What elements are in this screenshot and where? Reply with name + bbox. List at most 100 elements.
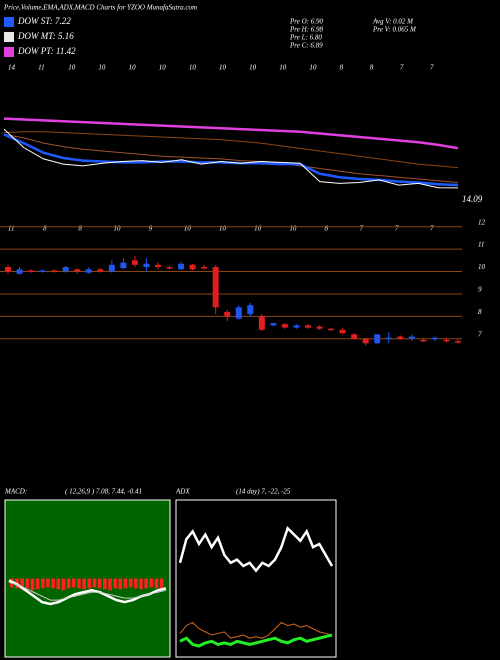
top-label: 9 bbox=[149, 225, 153, 233]
legend-swatch bbox=[4, 47, 14, 57]
stat: Pre O: 6.90 bbox=[289, 18, 323, 26]
candle-body bbox=[397, 336, 404, 339]
candle-body bbox=[443, 339, 450, 342]
candle-body bbox=[143, 263, 150, 268]
top-label: 10 bbox=[184, 225, 192, 233]
candle-body bbox=[97, 269, 104, 272]
histogram-bar bbox=[46, 578, 50, 588]
top-label: 10 bbox=[254, 225, 262, 233]
panel bbox=[175, 499, 337, 658]
top-label: 10 bbox=[189, 64, 197, 72]
histogram-bar bbox=[20, 578, 24, 590]
top-label: 7 bbox=[400, 64, 404, 72]
panel-subtitle: (14 day) 7, -22, -25 bbox=[236, 488, 291, 496]
volume-stat: Pre V: 0.065 M bbox=[372, 26, 417, 34]
candle-body bbox=[189, 264, 196, 270]
candle-body bbox=[258, 316, 265, 330]
histogram-bar bbox=[97, 578, 102, 589]
top-label: 10 bbox=[309, 64, 317, 72]
candle-body bbox=[455, 341, 461, 343]
top-label: 10 bbox=[249, 64, 257, 72]
price-annotation: 14.09 bbox=[462, 194, 483, 204]
histogram-bar bbox=[87, 578, 92, 589]
line-series bbox=[8, 581, 167, 601]
candle-body bbox=[51, 270, 58, 272]
panel-title: MACD: bbox=[4, 488, 27, 496]
histogram-bar bbox=[159, 578, 164, 590]
candle-body bbox=[74, 269, 81, 272]
histogram-bar bbox=[77, 578, 81, 589]
line-series bbox=[3, 133, 459, 183]
candle-body bbox=[408, 336, 415, 339]
top-label: 7 bbox=[430, 64, 434, 72]
histogram-bar bbox=[103, 578, 107, 590]
candle-body bbox=[39, 270, 46, 272]
y-tick-label: 10 bbox=[478, 263, 486, 271]
histogram-bar bbox=[123, 578, 128, 589]
histogram-bar bbox=[51, 578, 55, 589]
histogram-bar bbox=[149, 578, 154, 588]
top-label: 10 bbox=[98, 64, 106, 72]
candle-body bbox=[212, 267, 219, 308]
candle-body bbox=[328, 328, 335, 331]
stat: Pre C: 6.89 bbox=[289, 42, 323, 50]
legend-swatch bbox=[4, 32, 14, 42]
top-label: 8 bbox=[370, 64, 374, 72]
histogram-bar bbox=[41, 578, 45, 589]
candle-body bbox=[431, 337, 438, 340]
volume-stat: Avg V: 0.02 M bbox=[372, 18, 414, 26]
top-label: 10 bbox=[279, 64, 287, 72]
top-label: 10 bbox=[68, 64, 76, 72]
y-tick-label: 9 bbox=[478, 286, 482, 294]
histogram-bar bbox=[134, 578, 138, 589]
candle-body bbox=[16, 269, 23, 274]
histogram-bar bbox=[72, 578, 76, 588]
top-label: 10 bbox=[219, 225, 227, 233]
candle-body bbox=[305, 325, 311, 328]
histogram-bar bbox=[154, 578, 159, 589]
candle-body bbox=[201, 267, 208, 269]
histogram-bar bbox=[113, 578, 117, 589]
histogram-bar bbox=[25, 578, 30, 589]
top-label: 8 bbox=[325, 225, 329, 233]
candle-body bbox=[62, 267, 69, 272]
candle-body bbox=[235, 307, 242, 319]
histogram-bar bbox=[35, 578, 40, 590]
top-label: 10 bbox=[289, 225, 297, 233]
stat: Pre L: 6.80 bbox=[289, 34, 322, 42]
candle-body bbox=[385, 337, 392, 340]
top-label: 7 bbox=[360, 225, 364, 233]
candle-body bbox=[247, 305, 254, 315]
histogram-bar bbox=[128, 578, 133, 588]
candle-body bbox=[131, 260, 138, 265]
top-label: 8 bbox=[340, 64, 344, 72]
candle-body bbox=[166, 267, 173, 269]
top-label: 7 bbox=[430, 225, 434, 233]
histogram-bar bbox=[82, 578, 86, 590]
page-title: Price,Volume,EMA,ADX,MACD Charts for YZO… bbox=[3, 4, 197, 12]
candle-body bbox=[224, 311, 231, 317]
y-tick-label: 11 bbox=[478, 241, 484, 249]
legend-label: DOW MT: 5.16 bbox=[17, 31, 74, 41]
histogram-bar bbox=[30, 578, 35, 591]
y-tick-label: 12 bbox=[478, 218, 486, 226]
line-series bbox=[179, 621, 333, 639]
candle-body bbox=[28, 270, 35, 272]
candle-body bbox=[362, 338, 369, 344]
legend-swatch bbox=[4, 17, 14, 27]
top-label: 8 bbox=[78, 225, 82, 233]
histogram-bar bbox=[139, 578, 143, 590]
candle-body bbox=[178, 263, 185, 270]
top-label: 10 bbox=[114, 225, 122, 233]
top-label: 10 bbox=[219, 64, 227, 72]
candle-body bbox=[155, 264, 161, 268]
candle-body bbox=[374, 334, 381, 344]
panel-subtitle: ( 12,26,9 ) 7.08, 7.44, -0.41 bbox=[65, 488, 142, 496]
line-series bbox=[3, 131, 459, 169]
candle-body bbox=[293, 325, 300, 328]
top-label: 11 bbox=[8, 225, 14, 233]
top-label: 10 bbox=[159, 64, 167, 72]
candle-body bbox=[120, 262, 127, 269]
